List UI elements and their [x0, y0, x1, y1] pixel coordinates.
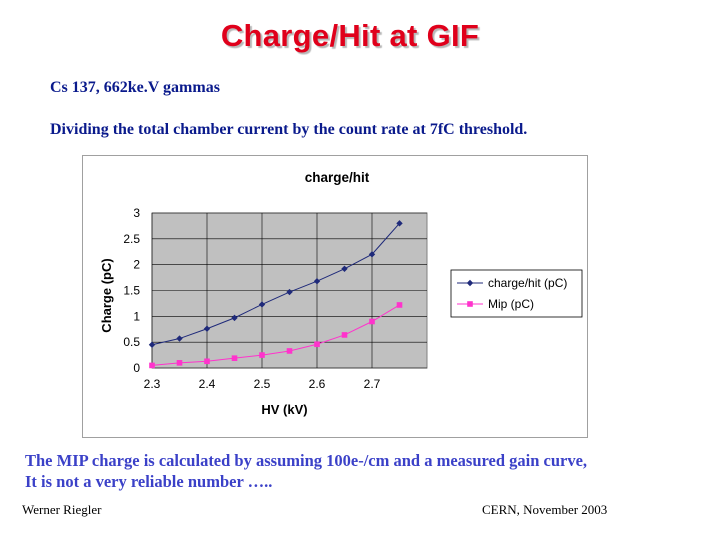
series-2-point — [231, 355, 238, 361]
series-2-point — [314, 341, 320, 348]
mip-note-line-2: It is not a very reliable number ….. — [25, 472, 273, 491]
series-1-point — [176, 335, 183, 342]
method-description: Dividing the total chamber current by th… — [50, 121, 528, 138]
source-description: Cs 137, 662ke.V gammas — [50, 79, 220, 96]
legend-box — [450, 269, 583, 318]
series-1-point — [396, 220, 403, 227]
series-2-point — [176, 360, 183, 366]
y-tick-label: 2 — [133, 258, 140, 272]
series-2-point — [341, 332, 348, 338]
slide-title: Charge/Hit at GIF — [220, 18, 480, 53]
series-1-point — [286, 288, 293, 296]
x-tick-label: 2.7 — [364, 377, 381, 391]
charge-hit-chart: 0 0.5 1 1.5 2 2.5 3 2.3 2.4 2.5 2.6 2.7 charge/hit HV… — [82, 155, 588, 438]
legend-marker-2 — [467, 301, 473, 307]
y-tick-label: 0.5 — [123, 335, 140, 349]
series-2-point — [259, 352, 265, 358]
y-axis-label: Charge (pC) — [99, 258, 114, 332]
y-tick-label: 0 — [133, 361, 140, 375]
series-2-point — [149, 362, 155, 369]
x-tick-label: 2.4 — [199, 377, 216, 391]
series-line-1 — [151, 223, 400, 346]
mip-note: The MIP charge is calculated by assuming… — [25, 450, 587, 492]
series-2-point — [286, 348, 293, 354]
series-2-point — [204, 358, 210, 365]
series-1-point — [203, 325, 211, 332]
x-tick-label: 2.3 — [144, 377, 161, 391]
series-line-2 — [151, 304, 400, 366]
series-1-point — [368, 251, 376, 258]
series-1-point — [313, 278, 321, 285]
legend-label-2: Mip (pC) — [488, 297, 534, 311]
series-1-point — [341, 265, 348, 272]
y-tick-label: 1.5 — [123, 284, 140, 298]
series-1-point — [148, 341, 156, 348]
series-2-point — [396, 302, 403, 308]
x-tick-label: 2.6 — [309, 377, 326, 391]
legend-label-1: charge/hit (pC) — [488, 276, 567, 290]
y-tick-label: 2.5 — [123, 232, 140, 246]
y-tick-label: 3 — [133, 206, 140, 220]
series-2-point — [369, 318, 375, 325]
series-1-point — [258, 301, 266, 308]
mip-note-line-1: The MIP charge is calculated by assuming… — [25, 451, 588, 470]
x-axis-label: HV (kV) — [261, 402, 307, 417]
y-tick-label: 1 — [133, 309, 140, 323]
chart-title: charge/hit — [305, 170, 370, 185]
legend-marker-1 — [466, 279, 474, 287]
footer-author: Werner Riegler — [22, 502, 102, 517]
x-tick-label: 2.5 — [254, 377, 271, 391]
footer-venue-date: CERN, November 2003 — [482, 502, 608, 517]
